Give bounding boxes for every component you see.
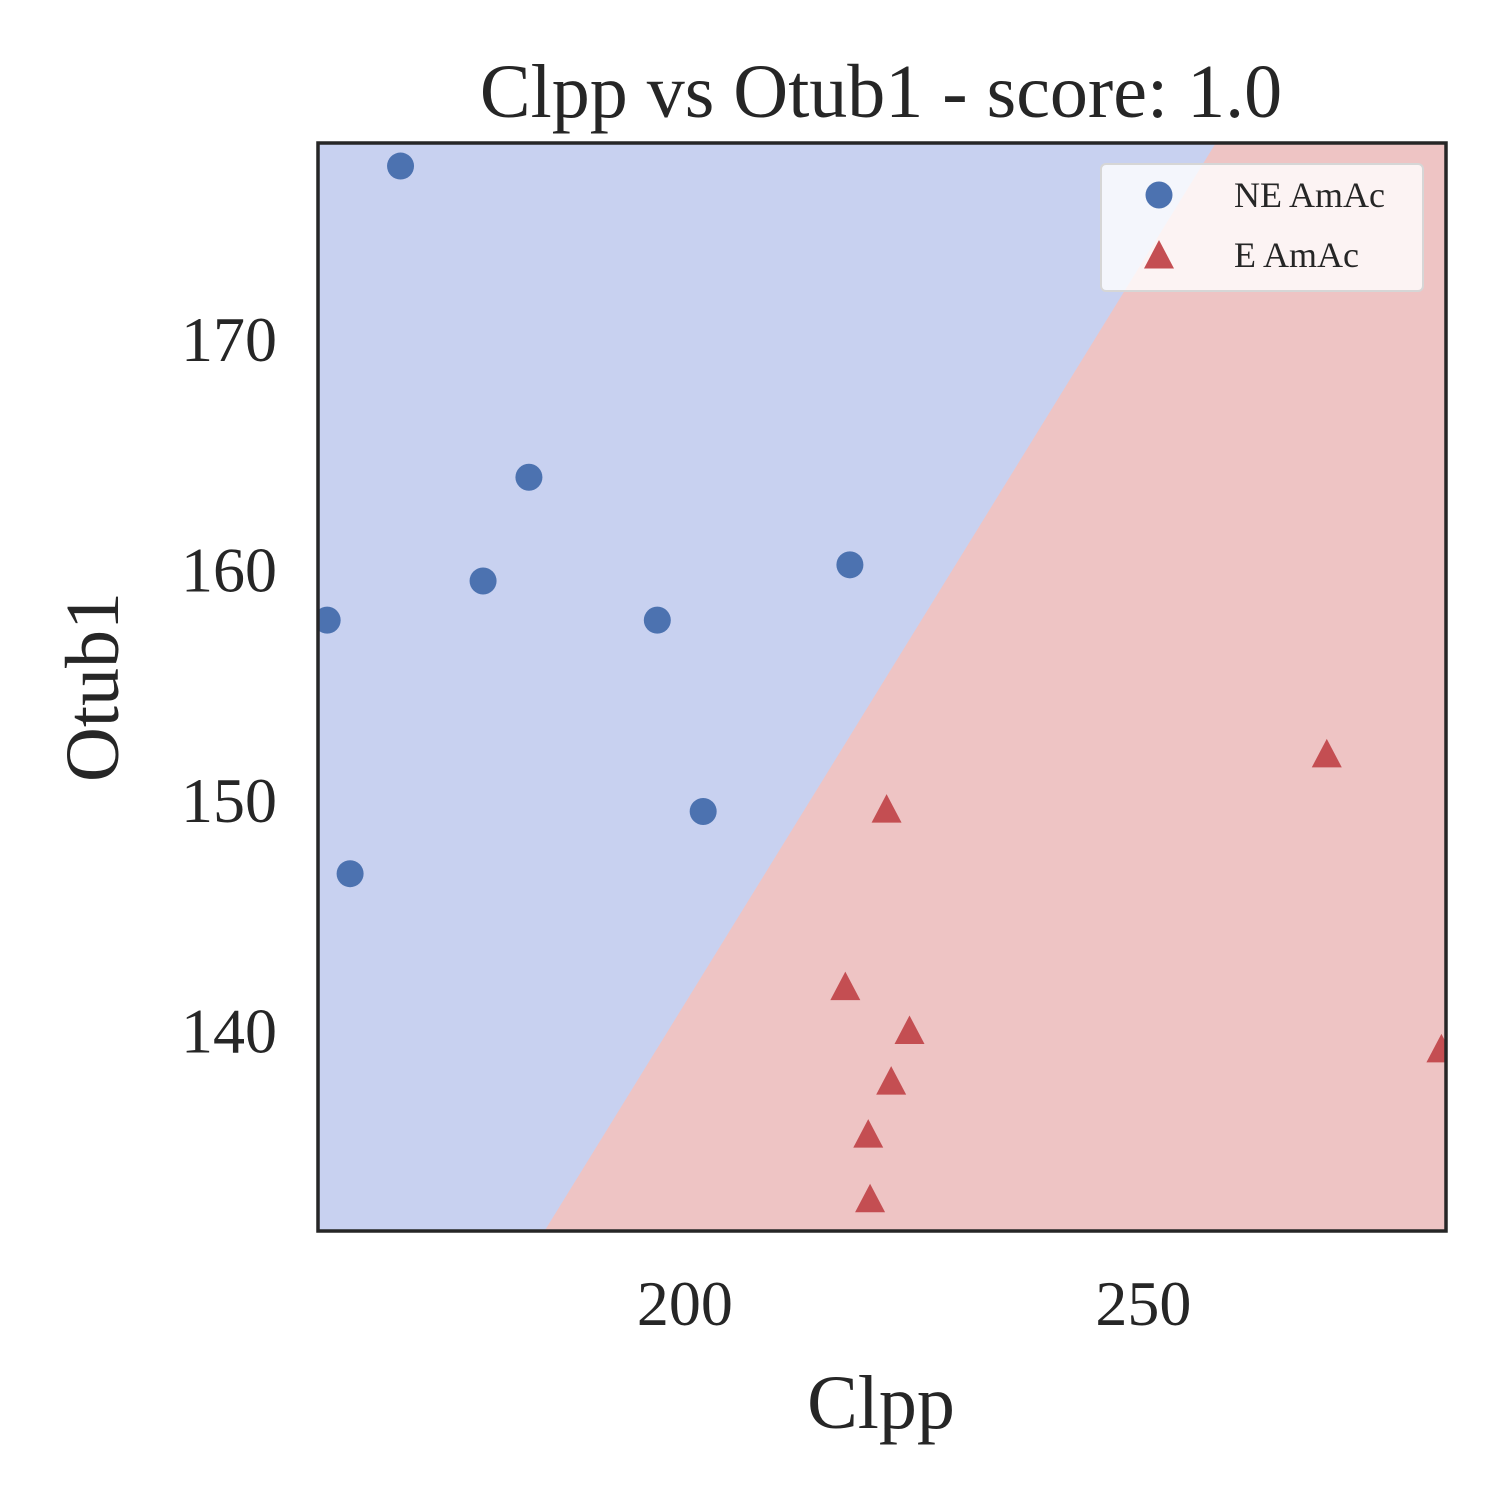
ne-amac-point [318,606,341,634]
plot-frame [316,141,1448,1233]
chart-title: Clpp vs Otub1 - score: 1.0 [480,50,1282,134]
e-amac-point [1426,1033,1446,1063]
x-tick-label: 200 [637,1268,733,1339]
e-amac-point [871,794,902,823]
e-amac-point [894,1015,925,1044]
e-amac-point [853,1119,884,1148]
ne-amac-point [643,606,671,634]
legend-triangle-marker [1144,240,1174,269]
ne-amac-point [836,551,864,579]
e-amac-point [876,1066,907,1095]
ne-amac-point [515,463,543,491]
y-tick-label: 140 [181,995,277,1066]
e-amac-point [1311,738,1342,768]
ne-amac-point [336,860,364,888]
decision-region-e [544,143,1446,1231]
plot-area [318,143,1446,1231]
ne-amac-point [469,567,497,595]
y-tick-label: 150 [181,765,277,836]
y-tick-label: 170 [181,304,277,375]
legend: NE AmAc E AmAc [1100,163,1424,292]
legend-box [1100,163,1424,292]
ne-amac-point [689,797,717,825]
x-tick-label: 250 [1095,1268,1191,1339]
legend-label: NE AmAc [1234,175,1385,215]
y-tick-label: 160 [181,534,277,605]
legend-circle-marker [1145,181,1173,209]
data-points [318,152,1446,1213]
x-tick-labels: 200 250 [637,1268,1192,1339]
ne-amac-point [387,152,415,180]
e-amac-point [830,971,861,1001]
e-amac-point [855,1183,886,1213]
y-axis-label: Otub1 [51,592,135,782]
x-axis-label: Clpp [807,1361,955,1445]
y-tick-labels: 140 150 160 170 [181,304,277,1067]
legend-label: E AmAc [1234,235,1359,275]
